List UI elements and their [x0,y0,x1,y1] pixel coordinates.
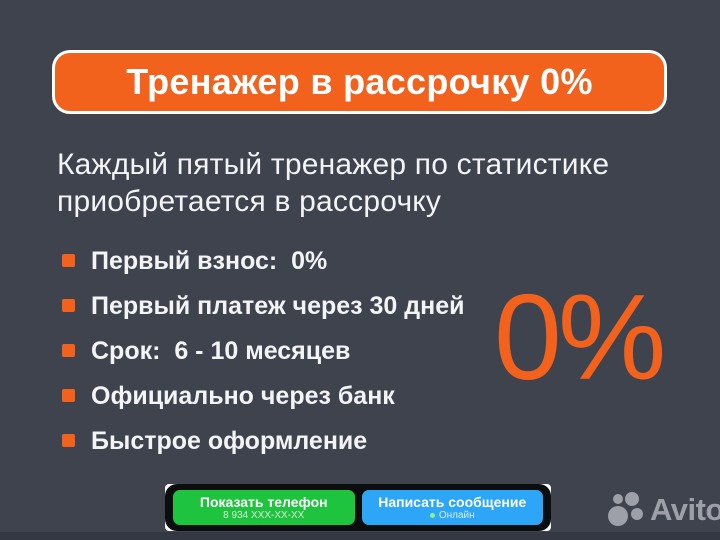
feature-label: Первый платеж через 30 дней [91,292,465,320]
headline-line1: Каждый пятый тренажер по статистике [57,148,610,181]
feature-label: Первый взнос: 0% [91,247,328,275]
phone-number-text: 8 934 XXX-XX-XX [223,509,305,521]
headline-line2: приобретается в рассрочку [57,185,442,218]
zero-percent-highlight: 0% [494,269,666,405]
contact-bar-inner: Показать телефон 8 934 XXX-XX-XX Написат… [165,484,551,531]
feature-label: Быстрое оформление [91,427,368,455]
bullet-square-icon [62,254,75,267]
promo-banner-title: Тренажер в рассрочку 0% [126,61,593,102]
online-status: Онлайн [429,509,475,522]
send-message-button-label: Написать сообщение [378,493,527,510]
send-message-button[interactable]: Написать сообщение Онлайн [361,490,543,525]
bottom-strip [0,532,720,540]
show-phone-button-label: Показать телефон [199,493,328,510]
list-item: Срок: 6 - 10 месяцев [62,338,465,364]
avito-logo-icon [608,491,646,529]
online-status-label: Онлайн [438,509,475,521]
bullet-square-icon [62,299,75,312]
promo-banner: Тренажер в рассрочку 0% [52,50,667,114]
avito-watermark: Avito [608,491,720,529]
feature-label: Официально через банк [91,382,395,410]
feature-list: Первый взнос: 0% Первый платеж через 30 … [62,248,465,454]
list-item: Быстрое оформление [62,428,465,454]
bullet-square-icon [62,389,75,402]
online-dot-icon [429,513,435,518]
list-item: Официально через банк [62,383,465,409]
show-phone-button[interactable]: Показать телефон 8 934 XXX-XX-XX [173,490,355,525]
bullet-square-icon [62,344,75,357]
contact-bar: Показать телефон 8 934 XXX-XX-XX Написат… [165,484,551,531]
avito-watermark-label: Avito [650,492,720,527]
bullet-square-icon [62,434,75,447]
feature-label: Срок: 6 - 10 месяцев [91,337,351,365]
list-item: Первый взнос: 0% [62,248,465,274]
headline: Каждый пятый тренажер по статистике прио… [57,146,609,220]
list-item: Первый платеж через 30 дней [62,293,465,319]
